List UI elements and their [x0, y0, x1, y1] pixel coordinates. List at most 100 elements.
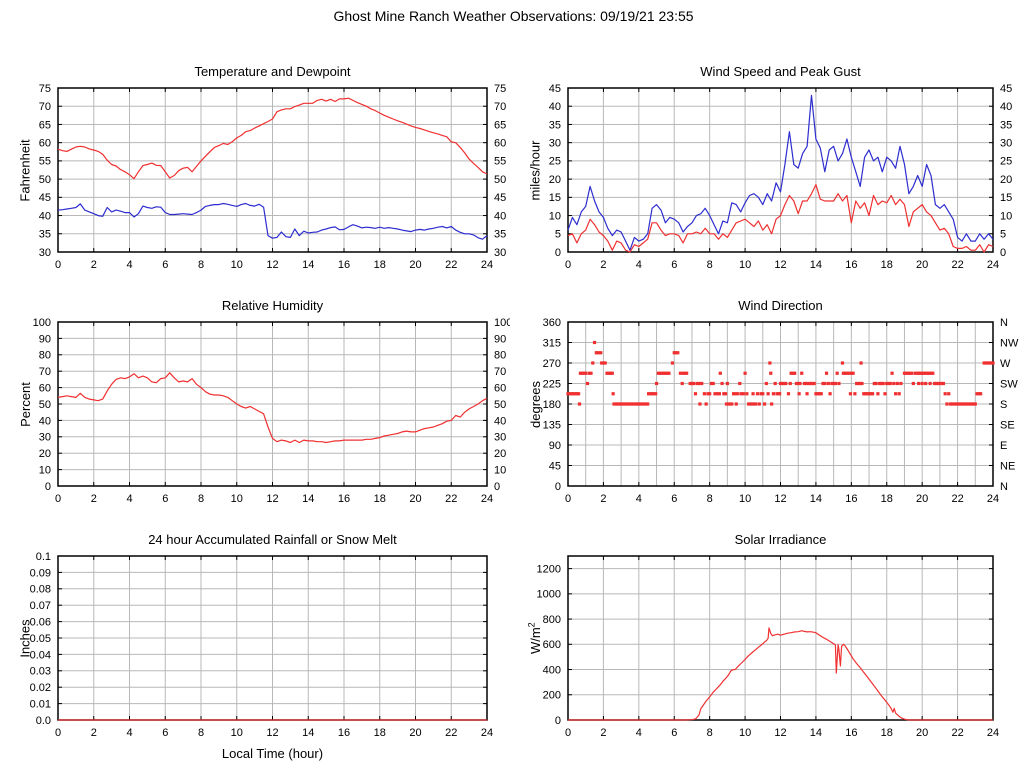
- svg-text:30: 30: [549, 138, 561, 150]
- chart-solar-irradiance: Solar Irradiance W/m2 0 2 4 6 8 10 12 14 16 18 20 2…: [510, 523, 1027, 772]
- svg-text:5: 5: [555, 229, 561, 241]
- chart-title: Relative Humidity: [221, 298, 324, 313]
- svg-text:60: 60: [39, 138, 51, 150]
- svg-text:12: 12: [266, 259, 278, 271]
- svg-text:12: 12: [266, 493, 278, 505]
- svg-text:16: 16: [845, 259, 857, 271]
- svg-text:N: N: [1000, 481, 1008, 493]
- tick-labels: 0 2 4 6 8 10 12 14 16 18 20 22 240510152025303540450…: [549, 83, 1013, 271]
- svg-text:18: 18: [881, 493, 893, 505]
- svg-text:18: 18: [374, 493, 386, 505]
- svg-text:90: 90: [39, 333, 51, 345]
- svg-text:0: 0: [494, 481, 500, 493]
- svg-text:4: 4: [636, 493, 642, 505]
- svg-text:50: 50: [494, 174, 506, 186]
- svg-text:NE: NE: [1000, 460, 1015, 472]
- svg-text:90: 90: [494, 333, 506, 345]
- svg-text:20: 20: [409, 493, 421, 505]
- svg-text:15: 15: [1000, 192, 1012, 204]
- svg-text:0.02: 0.02: [30, 682, 51, 694]
- chart-wind-direction: Wind Direction degrees 0 2 4 6 8 10 12 14 16 18 20…: [510, 289, 1027, 519]
- svg-text:0: 0: [555, 247, 561, 259]
- svg-text:70: 70: [494, 366, 506, 378]
- tick-labels: 0 2 4 6 8 10 12 14 16 18 20 22 243035404550556065707…: [39, 83, 507, 271]
- svg-text:24: 24: [481, 259, 493, 271]
- svg-text:600: 600: [543, 639, 561, 651]
- svg-text:30: 30: [39, 432, 51, 444]
- grid-lines: [58, 322, 487, 486]
- svg-text:10: 10: [739, 259, 751, 271]
- svg-text:14: 14: [810, 493, 822, 505]
- svg-text:24: 24: [987, 259, 999, 271]
- svg-text:30: 30: [494, 432, 506, 444]
- svg-text:4: 4: [636, 727, 642, 739]
- svg-text:30: 30: [1000, 138, 1012, 150]
- svg-text:55: 55: [39, 156, 51, 168]
- svg-text:75: 75: [39, 83, 51, 95]
- svg-text:E: E: [1000, 440, 1007, 452]
- svg-text:0.01: 0.01: [30, 698, 51, 710]
- svg-text:12: 12: [774, 727, 786, 739]
- svg-text:80: 80: [39, 350, 51, 362]
- svg-text:6: 6: [162, 259, 168, 271]
- svg-text:25: 25: [549, 156, 561, 168]
- svg-text:135: 135: [543, 419, 561, 431]
- temperature-line: [57, 97, 488, 180]
- dewpoint-line: [57, 202, 488, 240]
- svg-text:0: 0: [565, 259, 571, 271]
- svg-text:10: 10: [231, 259, 243, 271]
- svg-text:22: 22: [951, 493, 963, 505]
- chart-title: Wind Direction: [738, 298, 823, 313]
- svg-text:800: 800: [543, 614, 561, 626]
- svg-text:8: 8: [198, 493, 204, 505]
- svg-text:0.06: 0.06: [30, 616, 51, 628]
- svg-text:22: 22: [951, 727, 963, 739]
- svg-text:45: 45: [1000, 83, 1012, 95]
- svg-text:14: 14: [302, 259, 314, 271]
- tick-labels: 0 2 4 6 8 10 12 14 16 18 20 22 240.00.010.020.030.04…: [30, 551, 494, 739]
- wind-direction-points: [566, 340, 995, 406]
- relative-humidity-canvas: 0 2 4 6 8 10 12 14 16 18 20 22 240102030405060708090…: [33, 317, 510, 505]
- svg-text:180: 180: [543, 399, 561, 411]
- svg-text:5: 5: [1000, 229, 1006, 241]
- svg-text:2: 2: [600, 727, 606, 739]
- svg-text:6: 6: [671, 727, 677, 739]
- svg-text:55: 55: [494, 156, 506, 168]
- svg-text:40: 40: [39, 210, 51, 222]
- svg-text:4: 4: [126, 727, 132, 739]
- svg-text:24: 24: [987, 493, 999, 505]
- svg-text:S: S: [1000, 399, 1007, 411]
- grid-lines: [568, 556, 993, 720]
- svg-text:4: 4: [126, 259, 132, 271]
- svg-text:W: W: [1000, 358, 1011, 370]
- wind-speed-gust-canvas: 0 2 4 6 8 10 12 14 16 18 20 22 240510152025303540450…: [549, 83, 1013, 271]
- svg-text:0: 0: [45, 481, 51, 493]
- svg-text:6: 6: [162, 727, 168, 739]
- svg-text:N: N: [1000, 317, 1008, 329]
- svg-text:18: 18: [881, 727, 893, 739]
- svg-text:0: 0: [565, 727, 571, 739]
- chart-title: Solar Irradiance: [734, 532, 827, 547]
- svg-text:10: 10: [231, 727, 243, 739]
- svg-text:0.08: 0.08: [30, 584, 51, 596]
- svg-text:30: 30: [494, 247, 506, 259]
- svg-text:SW: SW: [1000, 378, 1018, 390]
- svg-text:1200: 1200: [537, 563, 561, 575]
- svg-text:8: 8: [707, 493, 713, 505]
- svg-text:225: 225: [543, 378, 561, 390]
- svg-text:80: 80: [494, 350, 506, 362]
- chart-rainfall: 24 hour Accumulated Rainfall or Snow Mel…: [0, 523, 510, 772]
- svg-text:20: 20: [916, 259, 928, 271]
- svg-text:40: 40: [494, 415, 506, 427]
- svg-text:40: 40: [494, 210, 506, 222]
- svg-text:14: 14: [302, 727, 314, 739]
- svg-text:30: 30: [39, 247, 51, 259]
- svg-text:50: 50: [39, 174, 51, 186]
- svg-text:6: 6: [162, 493, 168, 505]
- svg-text:0: 0: [1000, 247, 1006, 259]
- svg-text:14: 14: [810, 727, 822, 739]
- svg-text:45: 45: [549, 83, 561, 95]
- svg-text:45: 45: [39, 192, 51, 204]
- svg-text:35: 35: [494, 229, 506, 241]
